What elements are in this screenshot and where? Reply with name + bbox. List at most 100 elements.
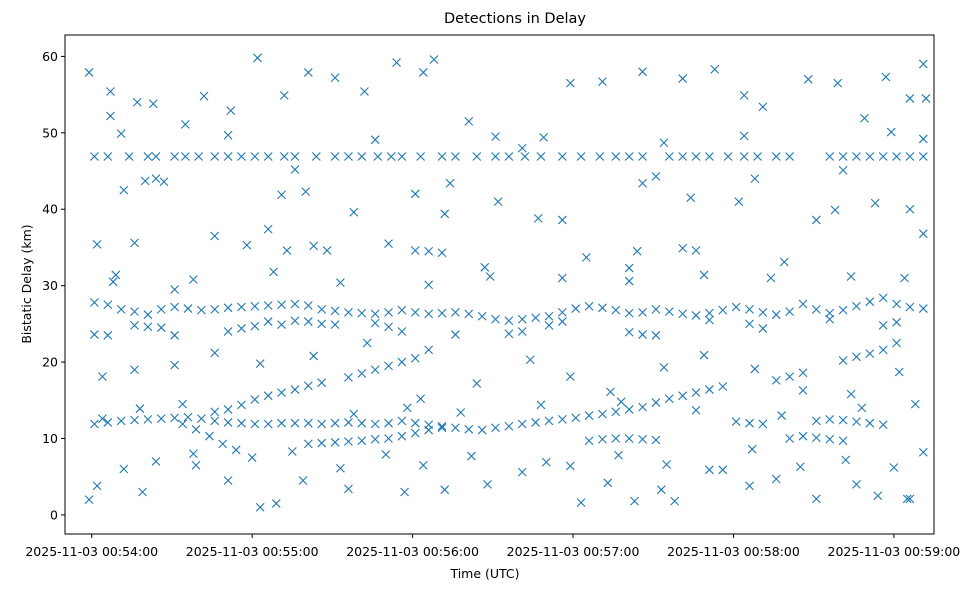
data-point (357, 436, 367, 446)
data-point (218, 439, 228, 449)
data-point (344, 152, 353, 161)
data-point (450, 423, 460, 433)
data-point (180, 152, 190, 161)
data-point (833, 78, 843, 88)
data-point (384, 239, 393, 249)
data-point (92, 481, 102, 491)
data-point (370, 419, 380, 429)
data-point (384, 308, 393, 317)
data-point (918, 229, 928, 239)
data-point (705, 315, 714, 325)
data-point (223, 303, 233, 313)
data-point (598, 434, 607, 444)
data-point (905, 494, 915, 504)
data-point (250, 152, 260, 161)
data-point (491, 314, 500, 324)
data-point (798, 431, 808, 441)
data-point (464, 116, 474, 126)
data-point (517, 419, 527, 429)
data-point (504, 152, 514, 161)
chart-title: Detections in Delay (444, 11, 586, 27)
data-point (370, 434, 380, 444)
data-point (651, 435, 661, 445)
data-point (226, 106, 236, 116)
x-tick-label: 2025-11-03 00:58:00 (667, 544, 800, 559)
data-point (892, 338, 901, 348)
y-tick-label: 10 (42, 431, 58, 446)
data-point (191, 460, 201, 470)
y-axis: 0 10 20 30 40 50 60 (42, 49, 65, 522)
data-point (210, 348, 220, 358)
data-point (771, 376, 781, 385)
data-point (670, 496, 680, 506)
y-tick-label: 20 (42, 355, 58, 370)
data-point (544, 311, 554, 321)
data-point (565, 461, 575, 471)
data-point (317, 319, 327, 329)
data-point (84, 495, 94, 505)
data-point (410, 418, 420, 428)
data-point (795, 462, 805, 472)
data-point (106, 111, 115, 121)
data-point (557, 414, 567, 424)
data-point (739, 152, 749, 161)
data-point (130, 415, 139, 425)
data-point (739, 131, 749, 141)
data-point (785, 152, 795, 161)
data-point (416, 394, 426, 404)
data-point (424, 280, 434, 290)
data-point (450, 152, 460, 161)
data-point (357, 369, 367, 378)
data-point (322, 246, 332, 255)
data-point (418, 68, 428, 77)
data-point (124, 152, 134, 161)
data-point (210, 231, 220, 241)
data-point (344, 418, 353, 427)
data-point (180, 120, 190, 129)
data-point (865, 152, 875, 161)
data-point (557, 308, 567, 317)
data-point (638, 434, 647, 444)
data-point (750, 364, 760, 374)
data-point (745, 481, 754, 491)
data-point (170, 330, 180, 340)
data-point (440, 209, 450, 219)
data-point (811, 494, 821, 504)
data-point (357, 308, 367, 318)
data-point (892, 317, 901, 327)
data-point (699, 350, 709, 360)
data-point (750, 174, 760, 184)
data-point (103, 418, 113, 427)
data-point (170, 413, 180, 423)
data-point (311, 152, 321, 161)
data-point (723, 152, 733, 161)
data-point (491, 423, 500, 433)
data-point (416, 152, 426, 161)
data-point (846, 272, 856, 281)
data-point (691, 388, 701, 398)
data-point (437, 421, 447, 431)
data-point (611, 152, 621, 161)
data-point (437, 248, 447, 258)
data-point (557, 152, 567, 161)
data-point (785, 372, 795, 381)
data-point (303, 418, 313, 428)
data-point (464, 309, 474, 319)
data-point (108, 277, 118, 287)
data-point (557, 273, 567, 283)
data-point (472, 152, 482, 161)
data-point (384, 434, 393, 443)
data-point (349, 409, 359, 419)
data-point (424, 345, 434, 355)
data-point (301, 187, 311, 197)
data-point (140, 176, 150, 186)
data-point (178, 419, 188, 429)
data-point (656, 485, 666, 495)
data-point (878, 345, 888, 355)
data-point (290, 299, 300, 309)
data-point (370, 309, 380, 319)
data-point (290, 152, 300, 161)
data-point (130, 307, 139, 317)
data-point (279, 90, 289, 100)
data-point (485, 272, 495, 281)
